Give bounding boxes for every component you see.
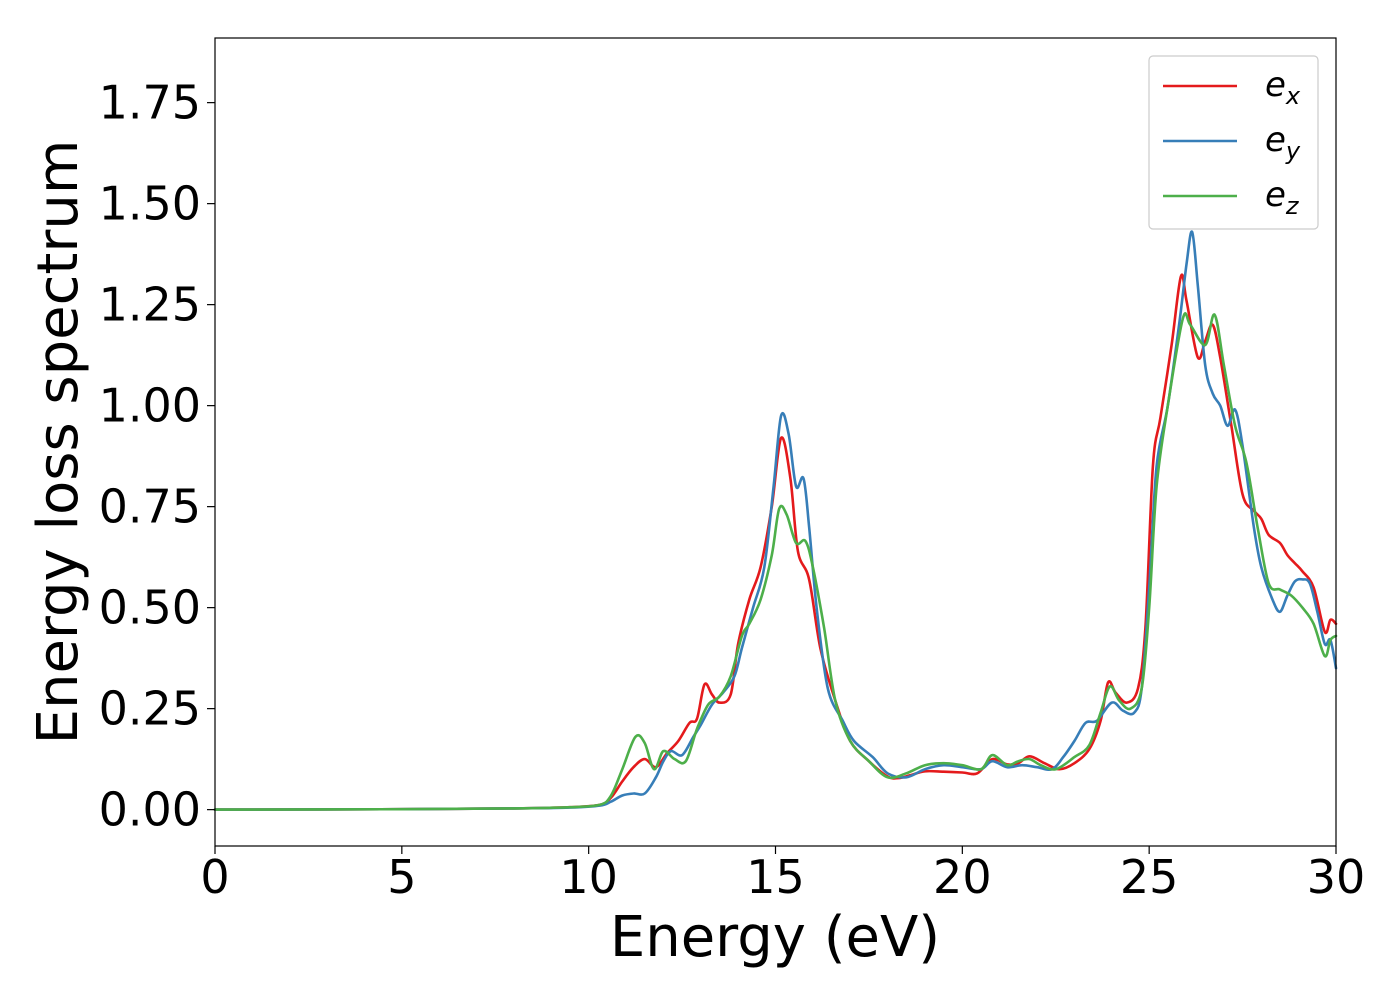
x-tick-label: 20: [933, 850, 992, 904]
legend-box: [1148, 55, 1319, 230]
x-tick-label: 25: [1120, 850, 1179, 904]
y-tick-label: 1.00: [99, 379, 201, 433]
x-tick-label: 10: [559, 850, 618, 904]
y-tick-label: 0.00: [99, 783, 201, 837]
y-tick-label: 0.25: [99, 682, 201, 736]
legend-label-z: ez: [1265, 175, 1300, 220]
x-axis-title: Energy (eV): [610, 905, 940, 970]
y-tick-label: 1.50: [99, 177, 201, 231]
x-tick-label: 5: [387, 850, 416, 904]
x-tick-label: 30: [1307, 850, 1366, 904]
y-axis-title: Energy loss spectrum: [26, 140, 91, 745]
x-tick-label: 15: [746, 850, 805, 904]
y-tick-label: 0.75: [99, 480, 201, 534]
x-tick-label: 0: [200, 850, 229, 904]
y-tick-label: 1.25: [99, 278, 201, 332]
y-axis-ticks: 0.00 0.25 0.50 0.75 1.00 1.25 1.50 1.75: [99, 76, 215, 837]
y-tick-label: 0.50: [99, 581, 201, 635]
series-layer: [213, 230, 1338, 811]
series-line-x: [213, 273, 1338, 811]
x-axis-ticks: 0 5 10 15 20 25 30: [200, 846, 1365, 904]
y-tick-label: 1.75: [99, 76, 201, 130]
series-line-z: [213, 312, 1338, 811]
